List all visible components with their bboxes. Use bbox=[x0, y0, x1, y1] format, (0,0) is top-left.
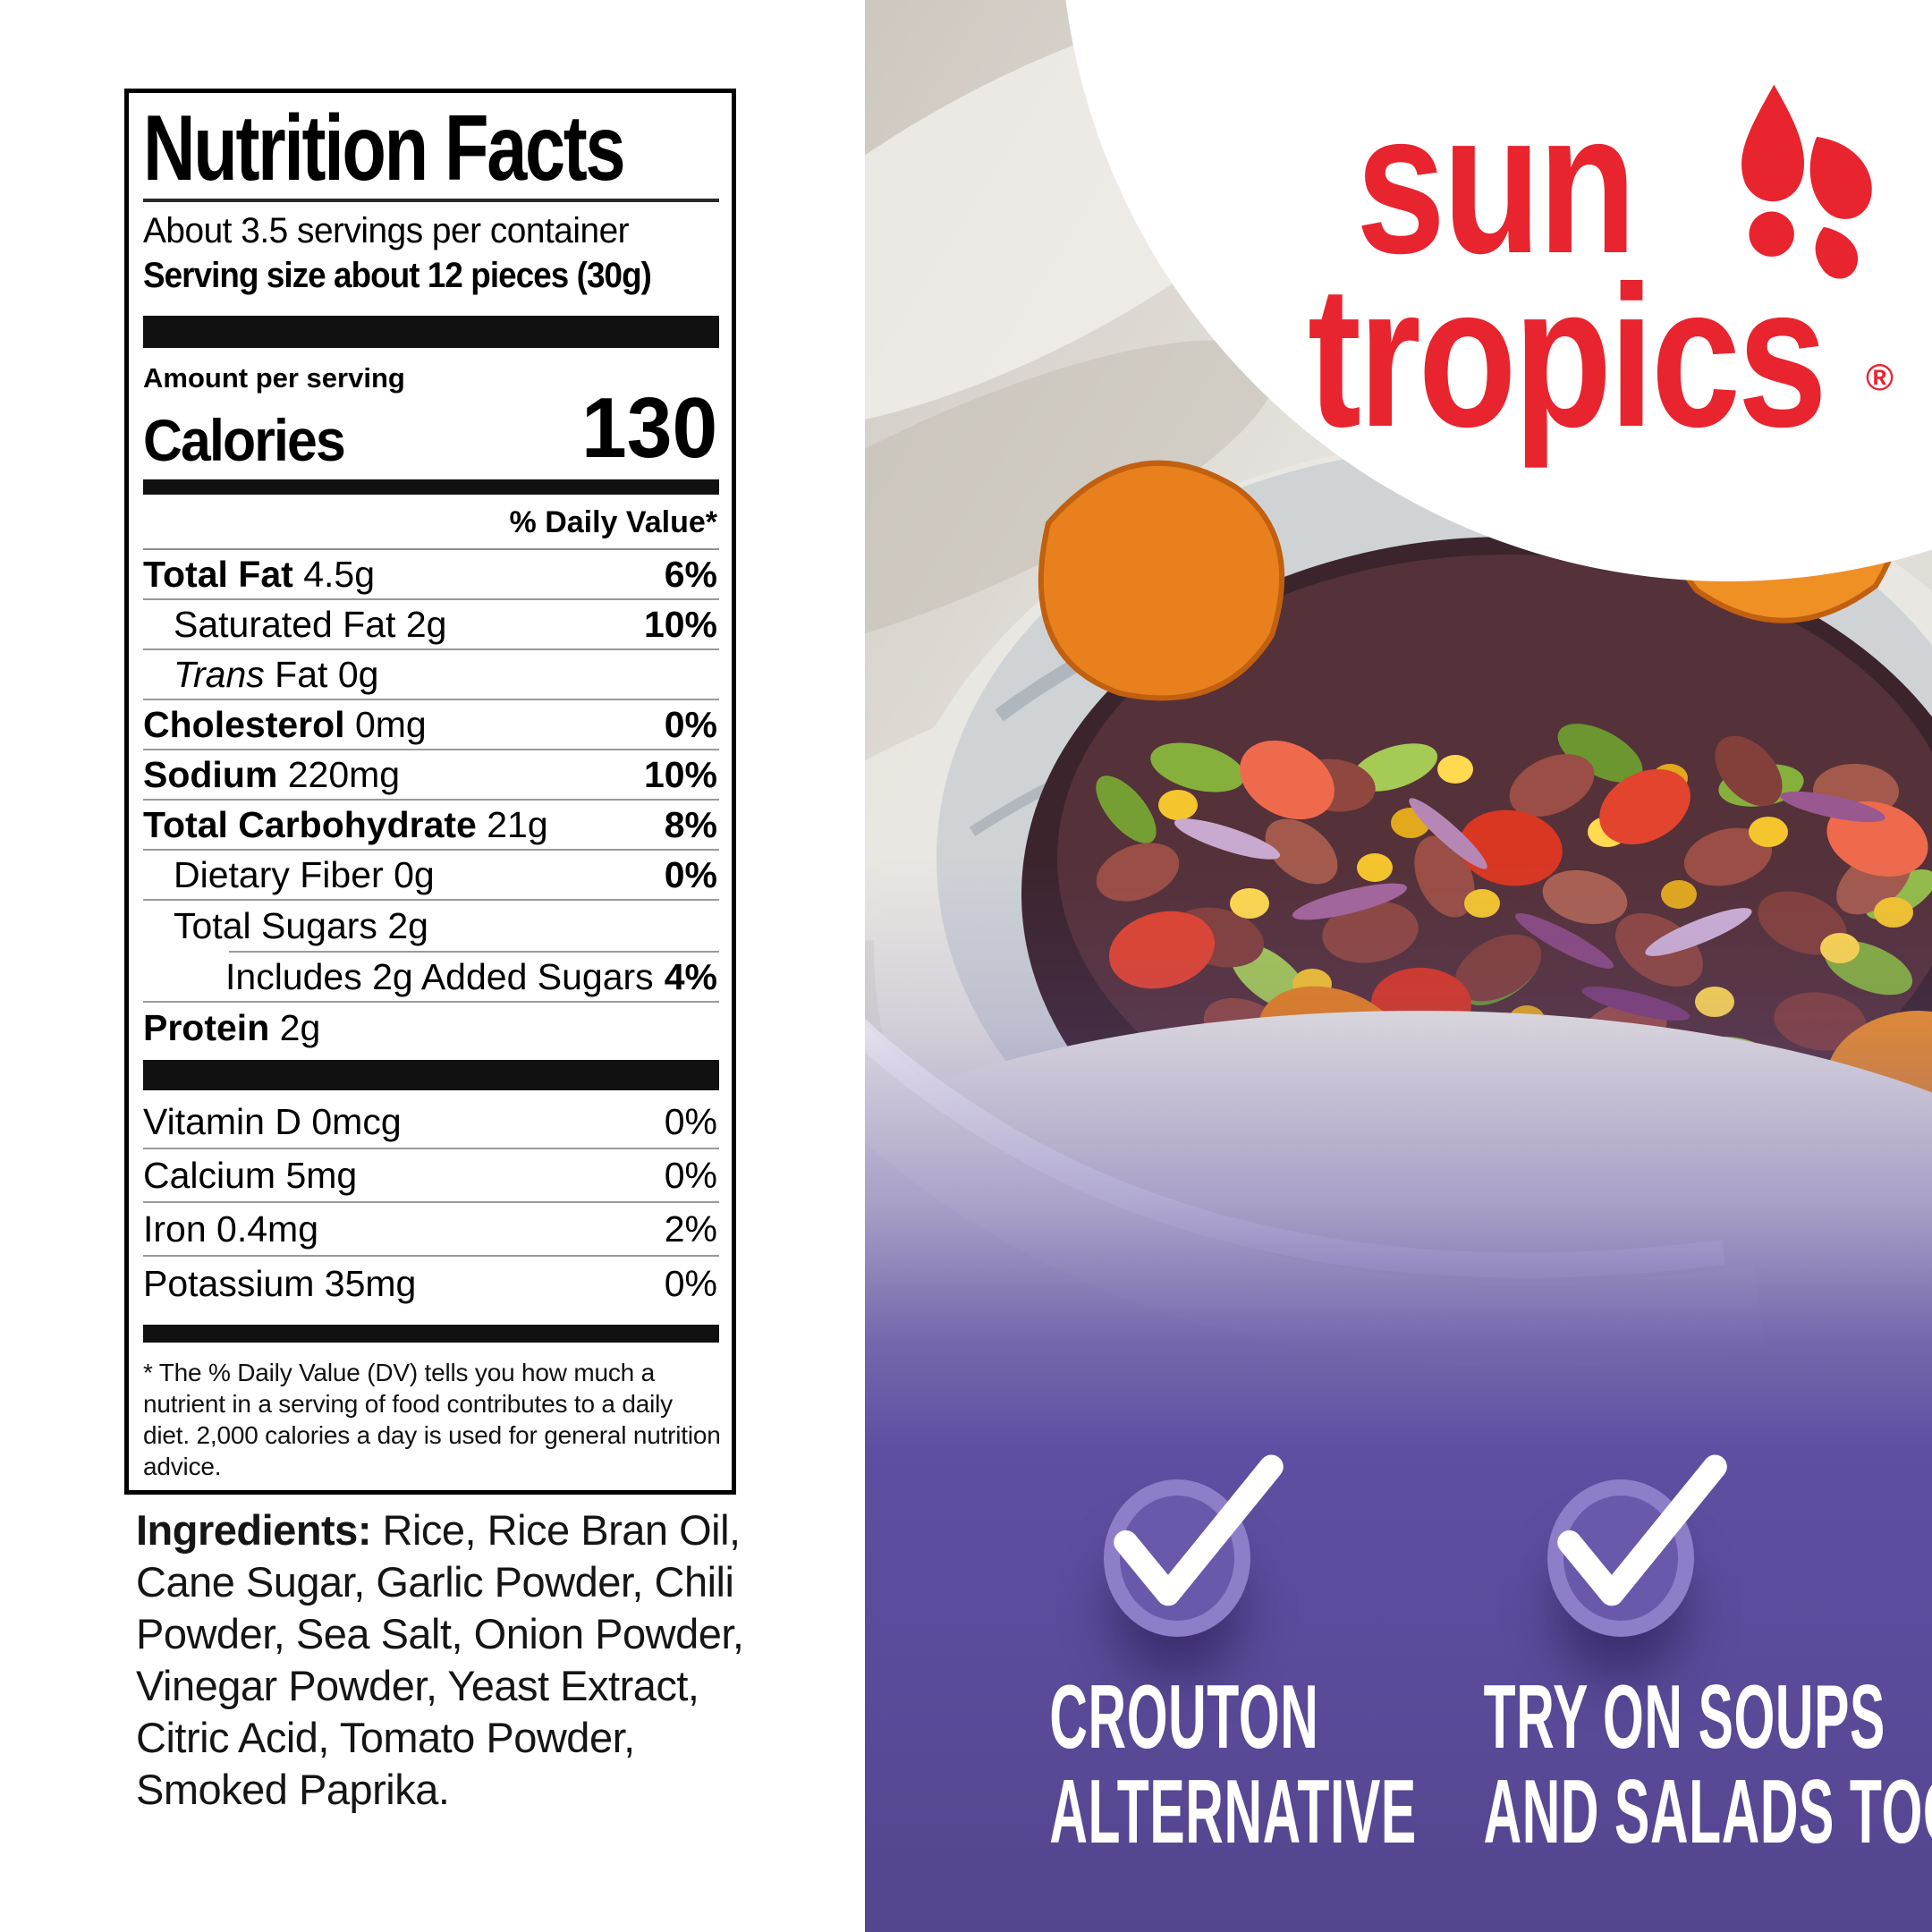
serving-size: Serving size about 12 pieces (30g) bbox=[143, 256, 652, 295]
brand-word-sun: sun bbox=[1356, 70, 1637, 295]
purple-gradient-overlay bbox=[865, 859, 1932, 1932]
check-icon bbox=[1114, 1454, 1284, 1606]
row-added-sugars: Includes 2g Added Sugars 4% bbox=[143, 953, 719, 1003]
row-iron: Iron 0.4mg 2% bbox=[143, 1203, 719, 1257]
left-white-panel: Nutrition Facts About 3.5 servings per c… bbox=[0, 0, 865, 1932]
brand-word-tropics: tropics bbox=[1308, 243, 1827, 469]
calories-label: Calories bbox=[143, 407, 346, 473]
row-calcium: Calcium 5mg 0% bbox=[143, 1149, 719, 1203]
check-icon bbox=[1557, 1454, 1727, 1606]
medium-divider-bar bbox=[143, 1325, 719, 1343]
medium-divider-bar bbox=[143, 479, 719, 495]
row-protein: Protein 2g bbox=[143, 1006, 321, 1048]
daily-value-header: % Daily Value* bbox=[143, 495, 719, 550]
check-badge bbox=[1104, 1454, 1284, 1637]
nutrition-facts-title: Nutrition Facts bbox=[143, 97, 626, 200]
ingredients-label: Ingredients: bbox=[136, 1506, 371, 1554]
divider bbox=[143, 199, 719, 202]
micronutrients: Vitamin D 0mcg 0% Calcium 5mg 0% Iron 0.… bbox=[143, 1096, 719, 1310]
row-cholesterol: Cholesterol 0mg 0% bbox=[143, 700, 719, 750]
registered-trademark: ® bbox=[1866, 356, 1894, 398]
row-potassium: Potassium 35mg 0% bbox=[143, 1262, 717, 1304]
calories-value: 130 bbox=[580, 380, 717, 476]
calories-row: Calories 130 bbox=[143, 380, 719, 479]
thick-divider-bar bbox=[143, 1060, 719, 1090]
servings-per-container: About 3.5 servings per container bbox=[143, 211, 630, 250]
row-vitamin-d: Vitamin D 0mcg 0% bbox=[143, 1096, 719, 1149]
row-total-sugars: Total Sugars 2g bbox=[174, 904, 428, 946]
check-badge bbox=[1547, 1454, 1727, 1637]
row-total-carbohydrate: Total Carbohydrate 21g 8% bbox=[143, 801, 719, 851]
row-trans-fat: Trans Fat 0g bbox=[143, 650, 719, 700]
thick-divider-bar bbox=[143, 316, 719, 348]
indented-divider bbox=[229, 951, 719, 953]
promo-caption-soups-salads: TRY ON SOUPS AND SALADS TOO! bbox=[1483, 1667, 1932, 1863]
amount-per-serving-label: Amount per serving bbox=[143, 362, 405, 394]
row-saturated-fat: Saturated Fat 2g 10% bbox=[143, 600, 719, 650]
row-dietary-fiber: Dietary Fiber 0g 0% bbox=[143, 851, 719, 901]
splash-icon bbox=[1741, 84, 1872, 279]
ingredients-text: Rice, Rice Bran Oil, Cane Sugar, Garlic … bbox=[136, 1506, 744, 1813]
daily-value-footnote: * The % Daily Value (DV) tells you how m… bbox=[143, 1359, 721, 1480]
promo-caption-crouton: CROUTON ALTERNATIVE bbox=[1049, 1667, 1417, 1863]
row-total-fat: Total Fat 4.5g 6% bbox=[143, 550, 719, 600]
ingredients-paragraph: Ingredients: Rice, Rice Bran Oil, Cane S… bbox=[136, 1504, 762, 1816]
row-sodium: Sodium 220mg 10% bbox=[143, 750, 719, 801]
nutrition-facts-label: Nutrition Facts About 3.5 servings per c… bbox=[124, 89, 736, 1495]
chip bbox=[1038, 460, 1285, 701]
